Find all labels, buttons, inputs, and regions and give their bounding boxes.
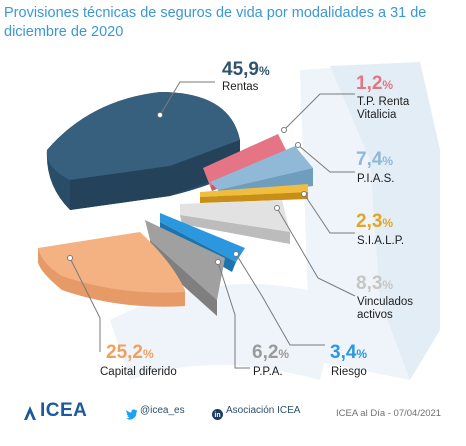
sialp-value: 2,3 xyxy=(356,211,383,232)
leader-riesgo xyxy=(235,253,325,346)
riesgo-label: Riesgo xyxy=(331,366,367,378)
capital-percent: 25,2% xyxy=(106,343,154,364)
tp-percent: 1,2% xyxy=(356,74,393,95)
linkedin-handle[interactable]: Asociación ICEA xyxy=(226,405,301,416)
leader-ppa xyxy=(217,261,250,369)
vinc-unit: % xyxy=(382,278,394,292)
pias-label: P.I.A.S. xyxy=(357,173,395,185)
linkedin-icon[interactable]: in xyxy=(212,409,223,420)
leader-dot-vinc xyxy=(274,205,280,211)
icea-logo-icon xyxy=(24,406,36,420)
capital-value: 25,2 xyxy=(106,342,143,363)
vinc-percent: 8,3% xyxy=(356,274,393,295)
tp-value: 1,2 xyxy=(356,73,383,94)
pias-unit: % xyxy=(382,154,394,168)
ppa-value: 6,2 xyxy=(252,342,279,363)
icea-logo[interactable]: ICEA xyxy=(40,400,88,421)
leader-dot-sialp xyxy=(301,191,307,197)
capital-unit: % xyxy=(142,347,154,361)
leader-tp xyxy=(283,93,355,131)
riesgo-value: 3,4 xyxy=(330,342,357,363)
ppa-unit: % xyxy=(278,347,290,361)
vinc-value: 8,3 xyxy=(356,273,383,294)
sialp-unit: % xyxy=(382,216,394,230)
leader-sialp xyxy=(303,193,355,234)
rentas-unit: % xyxy=(258,64,270,78)
twitter-icon[interactable] xyxy=(126,409,138,420)
tp-label-line1: T.P. Renta xyxy=(357,96,410,108)
riesgo-unit: % xyxy=(356,347,368,361)
slice-ppa xyxy=(145,220,225,316)
ppa-label: P.P.A. xyxy=(253,366,283,378)
tp-label-line2: Vitalicia xyxy=(357,109,397,121)
vinc-label-line1: Vinculados xyxy=(357,296,414,308)
chart-title: Provisiones técnicas de seguros de vida … xyxy=(4,5,427,40)
rentas-value: 45,9 xyxy=(222,59,259,80)
leader-pias xyxy=(297,144,355,173)
ppa-percent: 6,2% xyxy=(252,343,289,364)
leader-dot-ppa xyxy=(215,259,221,265)
rentas-label: Rentas xyxy=(222,81,259,93)
leader-capital xyxy=(69,257,101,352)
rentas-percent: 45,9% xyxy=(222,60,270,81)
leader-vinc xyxy=(276,207,356,297)
slice-rentas xyxy=(46,92,240,210)
leader-dot-tp xyxy=(281,127,287,133)
slice-capital-diferido xyxy=(38,232,185,307)
sialp-label: S.I.A.L.P. xyxy=(357,235,405,247)
leader-dot-rentas xyxy=(157,112,163,118)
pias-percent: 7,4% xyxy=(356,150,393,171)
slice-vinculados-activos xyxy=(180,200,290,244)
vinc-label-line2: activos xyxy=(357,309,393,321)
leader-rentas xyxy=(159,81,215,116)
leader-lines xyxy=(67,81,356,369)
publication-date: ICEA al Día - 07/04/2021 xyxy=(336,408,442,419)
sialp-percent: 2,3% xyxy=(356,212,393,233)
svg-text:in: in xyxy=(214,412,220,419)
slice-sialp xyxy=(200,184,308,203)
riesgo-percent: 3,4% xyxy=(330,343,367,364)
capital-label: Capital diferido xyxy=(100,366,177,378)
leader-dot-pias xyxy=(295,142,301,148)
tp-unit: % xyxy=(382,78,394,92)
pias-value: 7,4 xyxy=(356,149,383,170)
leader-dot-riesgo xyxy=(233,251,239,257)
twitter-handle[interactable]: @icea_es xyxy=(140,405,185,416)
leader-dot-capital xyxy=(67,255,73,261)
